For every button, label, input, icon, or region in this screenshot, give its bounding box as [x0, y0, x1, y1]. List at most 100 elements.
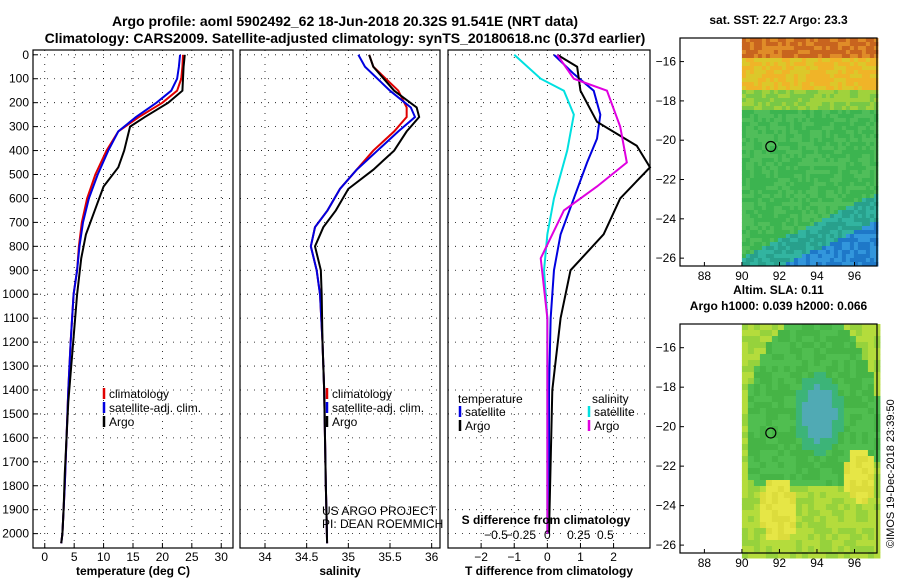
map-cell [867, 396, 875, 403]
map-cell [777, 198, 783, 203]
map-cell [783, 378, 791, 385]
map-cell [793, 214, 799, 219]
map-cell [849, 234, 855, 239]
map-cell [867, 414, 875, 421]
map-cell [817, 114, 823, 119]
map-cell [781, 74, 787, 79]
map-cell [785, 82, 791, 87]
map-cell [759, 378, 767, 385]
map-cell [873, 238, 879, 243]
map-cell [781, 178, 787, 183]
map-cell [801, 42, 807, 47]
map-cell [833, 138, 839, 143]
map-cell [873, 222, 879, 227]
map-cell [837, 170, 843, 175]
map-cell [817, 46, 823, 51]
map-cell [833, 158, 839, 163]
map-cell [771, 552, 779, 559]
map-cell [829, 198, 835, 203]
map-cell [873, 154, 879, 159]
map-cell [837, 118, 843, 123]
map-cell [849, 42, 855, 47]
map-cell [781, 174, 787, 179]
map-cell [789, 50, 795, 55]
map-cell [797, 134, 803, 139]
map-cell [829, 154, 835, 159]
map-cell [777, 516, 785, 523]
x-tick-label: 1 [577, 550, 584, 564]
map-cell [869, 42, 875, 47]
map-cell [795, 528, 803, 535]
secondary-tick-label: 0 [544, 528, 551, 542]
map-cell [795, 456, 803, 463]
map-cell [867, 516, 875, 523]
map-cell [837, 546, 845, 553]
map-cell [761, 50, 767, 55]
map-cell [783, 360, 791, 367]
map-cell [805, 134, 811, 139]
map-cell [831, 384, 839, 391]
map-cell [825, 102, 831, 107]
map-cell [781, 158, 787, 163]
map-cell [797, 190, 803, 195]
map-cell [777, 432, 785, 439]
map-cell [833, 94, 839, 99]
map-cell [825, 384, 833, 391]
y-tick-label: 300 [9, 120, 29, 134]
map-cell [757, 74, 763, 79]
map-cell [789, 94, 795, 99]
map-cell [757, 122, 763, 127]
map-cell [833, 54, 839, 59]
map-cell [805, 142, 811, 147]
map-cell [855, 468, 863, 475]
map-cell [821, 50, 827, 55]
map-cell [771, 390, 779, 397]
y-tick-label: 100 [9, 72, 29, 86]
map-cell [805, 258, 811, 263]
map-cell [777, 468, 785, 475]
map-cell [841, 66, 847, 71]
map-cell [861, 118, 867, 123]
map-cell [861, 178, 867, 183]
map-cell [741, 114, 747, 119]
map-cell [837, 98, 843, 103]
map-cell [817, 206, 823, 211]
map-cell [741, 420, 749, 427]
map-cell [769, 70, 775, 75]
map-cell [757, 202, 763, 207]
map-cell [765, 170, 771, 175]
map-cell [821, 246, 827, 251]
map-cell [853, 190, 859, 195]
map-cell [841, 214, 847, 219]
map-cell [833, 190, 839, 195]
map-cell [765, 372, 773, 379]
map-cell [845, 106, 851, 111]
map-cell [765, 348, 773, 355]
map-cell [861, 226, 867, 231]
map-cell [777, 98, 783, 103]
map-cell [869, 198, 875, 203]
map-cell [789, 58, 795, 63]
map-cell [807, 390, 815, 397]
map-cell [825, 222, 831, 227]
map-cell [809, 142, 815, 147]
map-cell [793, 238, 799, 243]
map-cell [825, 130, 831, 135]
map-cell [785, 246, 791, 251]
map-cell [861, 46, 867, 51]
map-cell [867, 456, 875, 463]
map-cell [855, 420, 863, 427]
map-cell [797, 142, 803, 147]
map-cell [785, 166, 791, 171]
map-cell [845, 146, 851, 151]
map-cell [785, 190, 791, 195]
map-cell [759, 462, 767, 469]
map-cell [873, 38, 879, 43]
map-cell [785, 162, 791, 167]
map-cell [785, 86, 791, 91]
map-cell [841, 38, 847, 43]
map-cell [781, 198, 787, 203]
map-cell [865, 82, 871, 87]
map-cell [801, 214, 807, 219]
map-cell [749, 202, 755, 207]
